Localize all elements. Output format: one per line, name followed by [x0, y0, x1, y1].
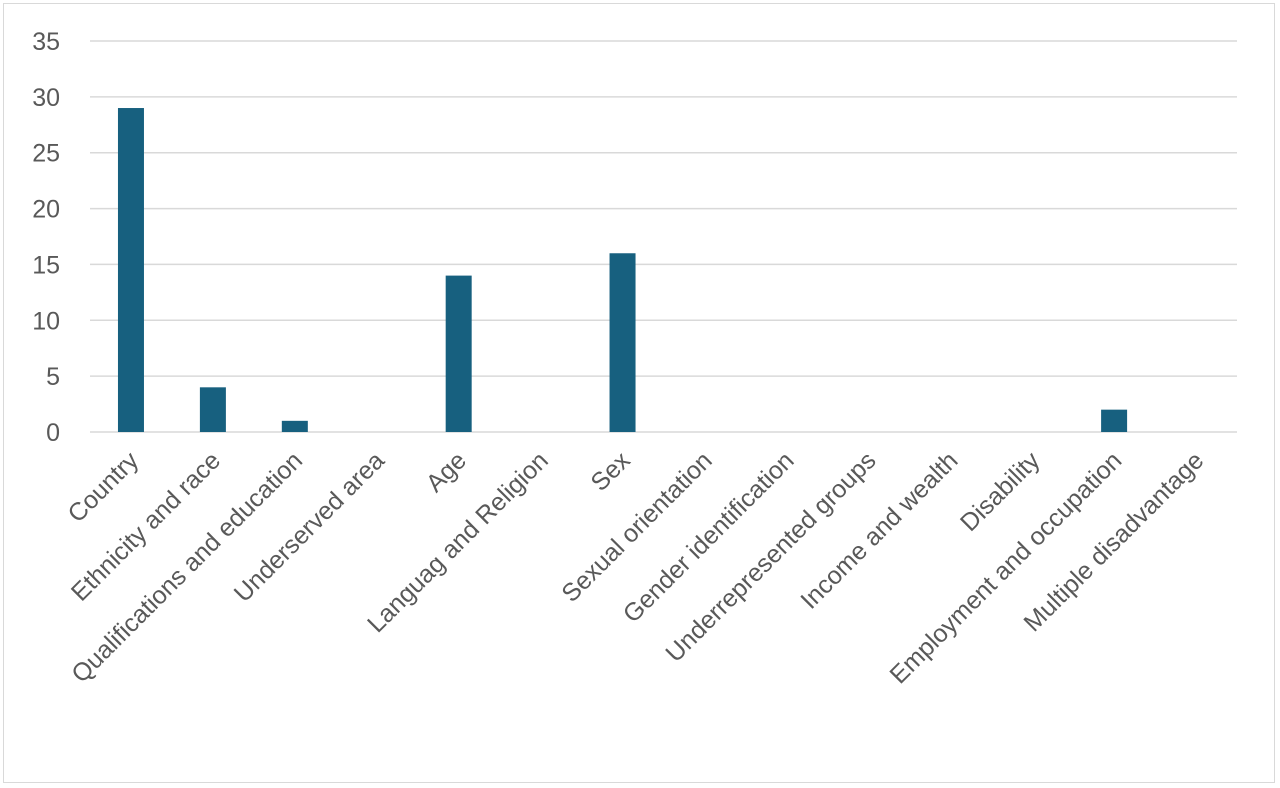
bar — [199, 387, 226, 432]
y-tick-label: 30 — [32, 84, 60, 112]
x-category-label: Sex — [586, 446, 637, 497]
bars — [117, 108, 1128, 433]
bar — [117, 108, 144, 433]
y-axis-tick-labels: 0 5 10 15 20 25 30 35 — [32, 28, 60, 447]
y-tick-label: 5 — [46, 363, 60, 391]
y-tick-label: 20 — [32, 196, 60, 224]
bar — [609, 253, 636, 432]
x-category-label: Age — [421, 446, 472, 497]
y-tick-label: 10 — [32, 307, 60, 335]
x-category-label: Income and wealth — [795, 446, 963, 614]
bar — [445, 275, 472, 432]
x-category-label: Sexual orientation — [556, 446, 717, 607]
y-tick-label: 35 — [32, 28, 60, 56]
y-tick-label: 15 — [32, 251, 60, 279]
y-tick-label: 0 — [46, 419, 60, 447]
y-tick-label: 25 — [32, 140, 60, 168]
x-category-label: Ethnicity and race — [66, 446, 226, 606]
bar — [1101, 409, 1128, 432]
x-category-label: Country — [63, 446, 145, 528]
x-category-label: Underserved area — [229, 446, 390, 607]
bar — [281, 420, 308, 432]
gridlines — [90, 40, 1237, 433]
